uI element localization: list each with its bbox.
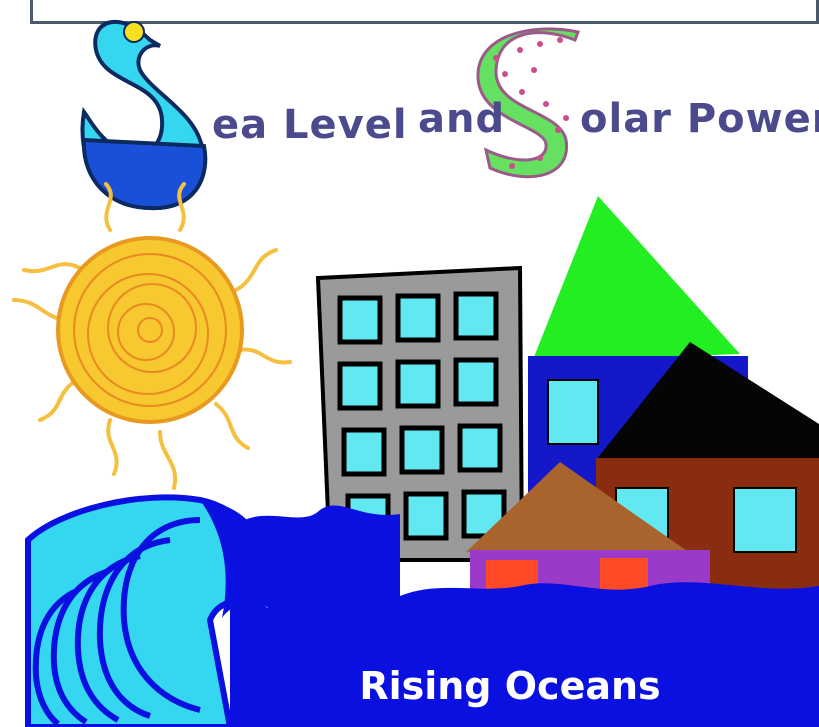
caption-background xyxy=(320,648,710,727)
title-and: and xyxy=(418,96,506,142)
polka-s-letter-icon xyxy=(476,27,581,179)
top-banner-frame xyxy=(30,0,819,24)
sun-icon xyxy=(12,182,292,490)
title-solar-power: olar Power xyxy=(580,96,819,142)
title-sea-level: ea Level xyxy=(212,102,408,148)
wave-icon xyxy=(25,494,277,727)
caption-rising-oceans: Rising Oceans xyxy=(359,664,661,708)
swan-s-letter-icon xyxy=(80,20,208,211)
